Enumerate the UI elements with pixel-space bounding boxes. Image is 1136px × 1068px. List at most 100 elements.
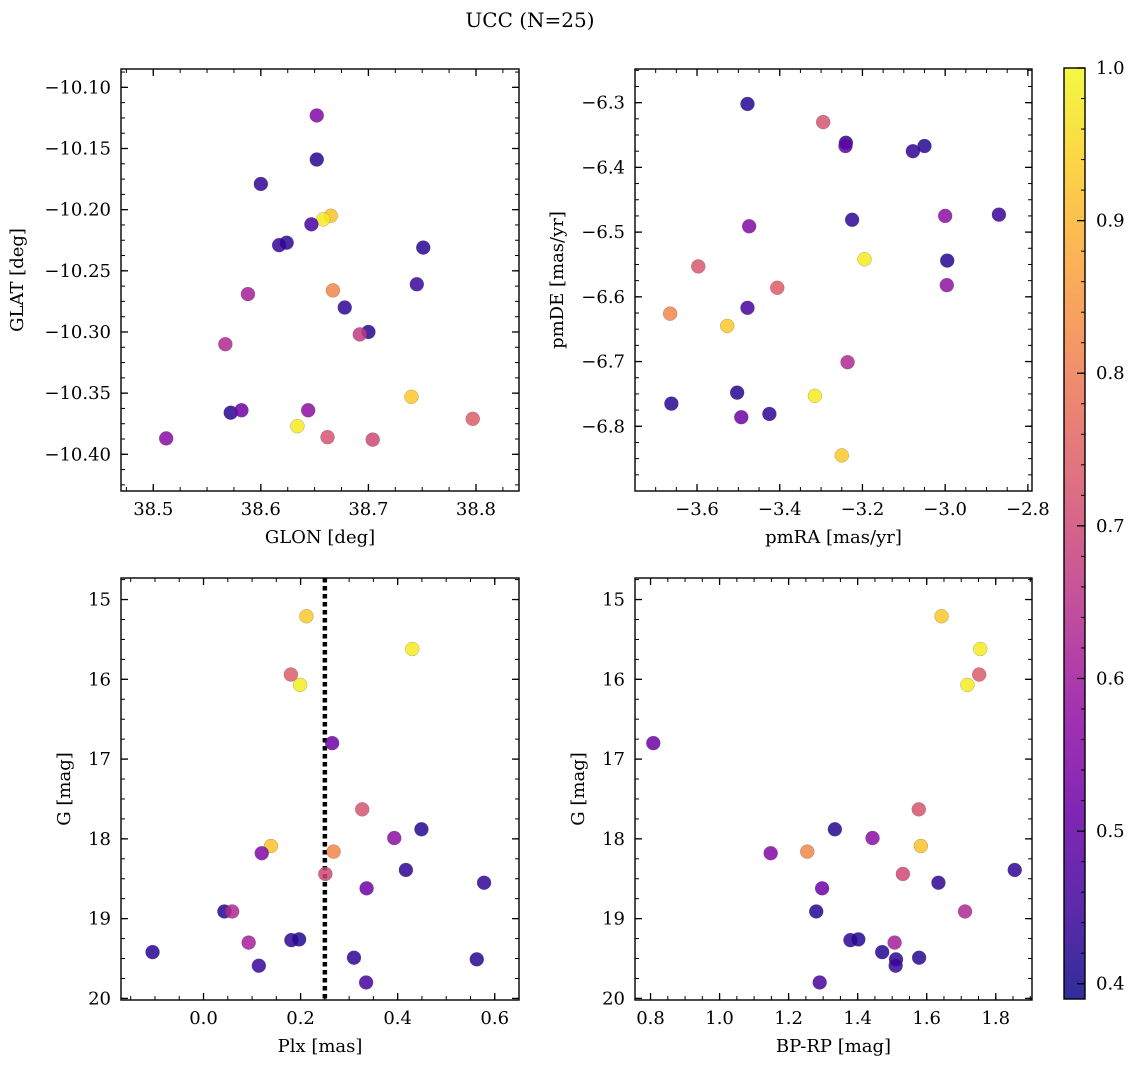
panels: 38.5 38.6 38.7 38.8 −10.10 −10.15 −10.20 −10.25… [7,68,1050,1057]
y-tick-label: −10.10 [44,77,111,98]
y-axis-label: G [mag] [568,752,589,825]
scatter-point [320,429,335,445]
scatter-point [770,280,785,295]
y-tick-label: −6.7 [581,352,625,373]
scatter-point [763,846,778,861]
scatter-point [834,448,849,463]
scatter-point [409,277,425,292]
y-tick-label: 16 [602,669,625,690]
scatter-point [937,208,953,224]
scatter-point [812,975,827,990]
scatter-point [387,830,402,846]
x-tick-label: −3.0 [923,499,967,520]
scatter-point [469,952,484,967]
scatter-point [973,641,988,657]
x-tick-label: 0.8 [636,1008,665,1029]
y-tick-label: −10.40 [44,444,111,465]
scatter-point [913,838,929,854]
colorbar-tick-label: 1.0 [1096,58,1125,79]
y-tick-label: 16 [88,669,111,690]
scatter-point [283,667,299,682]
scatter-point [251,958,267,973]
scatter-point [309,108,324,123]
scatter-point [414,822,429,837]
colorbar: 0.4 0.5 0.6 0.7 0.8 0.9 1.0 [1063,58,1125,1000]
minor-ticks [121,69,519,491]
figure-title: UCC (N=25) [465,8,594,32]
x-tick-label: 1.0 [705,1008,734,1029]
scatter-point [253,176,269,192]
panel-2: −3.6 −3.4 −3.2 −3.0 −2.8 −6.3 −6.4 −6.5 −6.6 −6.7… [547,68,1050,548]
y-tick-label: −6.8 [581,416,625,437]
minor-ticks [635,69,1032,491]
scatter-point [888,958,903,973]
y-tick-label: 17 [602,749,625,770]
scatter-point [887,935,902,950]
scatter-point [662,306,678,321]
scatter-point [358,975,374,990]
y-axis-label: GLAT [deg] [7,228,28,332]
scatter-point [325,283,341,298]
y-tick-label: −10.25 [44,261,111,282]
x-tick-label: 38.5 [133,499,173,520]
colorbar-tick-label: 0.9 [1096,211,1125,232]
scatter-point [416,240,431,255]
scatter-point [240,286,256,302]
x-tick-label: 0.4 [383,1008,412,1029]
scatter-point [465,411,480,427]
colorbar-tick-label: 0.8 [1096,363,1125,384]
colorbar-tick-label: 0.6 [1096,668,1125,689]
x-tick-label: 0.2 [286,1008,315,1029]
scatter-point [346,950,362,965]
y-tick-label: −6.4 [581,157,625,178]
minor-ticks [635,578,1032,1000]
colorbar-frame [1063,67,1086,1000]
data-points [158,108,480,447]
x-tick-label: 0.0 [189,1008,218,1029]
scatter-point [895,866,911,882]
y-tick-label: −6.3 [581,93,625,114]
scatter-point [300,403,316,418]
scatter-point [324,735,340,751]
scatter-point [691,259,706,274]
scatter-point [940,253,955,268]
y-tick-label: 20 [602,988,625,1009]
scatter-point [729,385,745,400]
scatter-point [762,406,777,422]
scatter-point [646,735,661,751]
x-axis-label: BP-RP [mag] [776,1036,891,1057]
data-points [646,609,1022,990]
scatter-point [365,432,380,447]
panel-1: 38.5 38.6 38.7 38.8 −10.10 −10.15 −10.20 −10.25… [7,68,520,548]
plot-frame [634,68,1033,492]
scatter-point [720,318,735,334]
scatter-point [359,881,374,896]
colorbar-tick-label: 0.4 [1096,974,1125,995]
y-tick-label: 15 [602,590,625,611]
scatter-point [218,337,233,352]
colorbar-tick-label: 0.7 [1096,516,1125,537]
scatter-point [290,418,305,434]
scatter-point [292,677,308,693]
scatter-point [352,327,367,342]
scatter-point [740,300,755,316]
panel-3: 0.0 0.2 0.4 0.6 15 16 17 18 19 20 Plx [mas] G [mag] [54,577,520,1057]
scatter-point [291,932,307,947]
data-points [662,96,1007,463]
scatter-point [355,802,370,817]
y-tick-label: 19 [88,909,111,930]
scatter-point [917,138,932,154]
y-tick-label: 15 [88,590,111,611]
y-tick-label: −10.15 [44,139,111,160]
scatter-point [815,114,831,130]
x-tick-label: −2.8 [1006,499,1050,520]
y-tick-label: −10.35 [44,383,111,404]
y-tick-label: −10.20 [44,200,111,221]
data-points [145,578,492,1000]
scatter-point [241,935,256,950]
scatter-point [911,950,927,965]
scatter-point [960,677,975,693]
scatter-point [741,219,757,234]
x-tick-label: 38.6 [241,499,281,520]
